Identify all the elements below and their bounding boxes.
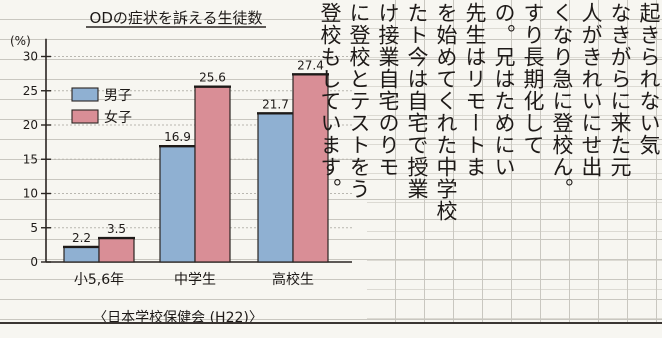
value-label: 21.7 bbox=[262, 97, 289, 111]
bar bbox=[64, 247, 99, 262]
chart-category-labels: 小5,6年 中学生 高校生 bbox=[74, 271, 314, 288]
y-axis-unit-label: (%) bbox=[10, 34, 31, 48]
chart-title: ODの症状を訴える生徒数 bbox=[90, 9, 263, 27]
essay-column: を始めてくれた中学校 bbox=[432, 2, 460, 322]
essay-column: の。兄はためにい bbox=[490, 2, 518, 322]
y-tick-label: 5 bbox=[30, 221, 38, 235]
category-label: 高校生 bbox=[272, 271, 314, 288]
value-label: 25.6 bbox=[199, 71, 226, 85]
bar-chart: 0 5 10 15 20 25 30 2.2 3.5 16.9 25.6 21.7 27.4 小5,6… bbox=[0, 0, 365, 338]
essay-column: に登校とテストをう bbox=[345, 2, 373, 322]
essay-column: 先生はリモートま bbox=[461, 2, 489, 322]
essay-column: 人がきれいにせ出 bbox=[577, 2, 605, 322]
y-tick-label: 15 bbox=[23, 152, 38, 166]
y-tick-label: 25 bbox=[23, 84, 38, 98]
category-label: 中学生 bbox=[174, 272, 216, 288]
category-label: 小5,6年 bbox=[74, 272, 124, 288]
bar bbox=[258, 113, 293, 262]
y-tick-label: 10 bbox=[23, 187, 38, 201]
chart-bars bbox=[63, 74, 329, 262]
essay-column: たト今は自宅で授業 bbox=[403, 2, 431, 322]
essay-column: 起きられない気 bbox=[635, 2, 662, 322]
bar bbox=[99, 238, 134, 262]
value-label: 16.9 bbox=[164, 130, 191, 144]
legend-label: 女子 bbox=[104, 109, 132, 126]
essay-column: なきがらに来た元 bbox=[606, 2, 634, 322]
page-bottom-rule bbox=[0, 322, 662, 324]
legend-label: 男子 bbox=[104, 88, 132, 104]
legend-swatch bbox=[72, 110, 98, 123]
y-tick-label: 30 bbox=[23, 50, 38, 64]
y-tick-label: 0 bbox=[30, 255, 38, 269]
essay-column: くなり急に登校ん。 bbox=[548, 2, 576, 322]
bar bbox=[195, 87, 230, 262]
essay-text-grid: 起きられない気 なきがらに来た元 人がきれいにせ出 くなり急に登校ん。 すり長期化しての… bbox=[367, 0, 662, 322]
y-tick-label: 20 bbox=[23, 118, 38, 132]
essay-column: 登校もしています。 bbox=[316, 2, 344, 322]
essay-column: すり長期化して bbox=[519, 2, 547, 322]
value-label: 3.5 bbox=[107, 222, 126, 236]
legend-swatch bbox=[72, 88, 98, 101]
value-label: 2.2 bbox=[72, 231, 91, 245]
bar bbox=[160, 146, 195, 262]
essay-column: け接業自宅のりモ bbox=[374, 2, 402, 322]
